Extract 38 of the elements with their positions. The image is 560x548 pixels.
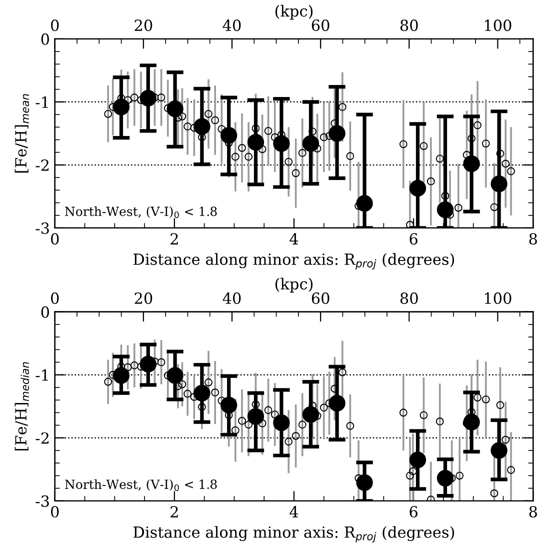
x2-axis-title: (kpc) bbox=[275, 4, 313, 20]
x2-tick-label: 80 bbox=[400, 20, 418, 32]
y-tick-label: -1 bbox=[36, 96, 48, 108]
x-tick-label: 0 bbox=[51, 233, 59, 245]
x2-tick-label: 60 bbox=[312, 20, 330, 32]
y-axis-title: [Fe/H]$_{median}$ bbox=[14, 362, 30, 450]
x-tick-label: 0 bbox=[51, 506, 59, 518]
x-tick-label: 8 bbox=[529, 233, 537, 245]
x2-tick-label: 80 bbox=[400, 292, 418, 304]
x2-tick-label: 0 bbox=[51, 20, 59, 32]
x2-tick-label: 20 bbox=[134, 20, 152, 32]
y-tick-label: -2 bbox=[36, 159, 49, 171]
x-axis-title: Distance along minor axis: R$_{proj}$ (degrees) bbox=[134, 253, 454, 270]
x2-tick-label: 100 bbox=[484, 20, 512, 32]
x-tick-label: 2 bbox=[170, 506, 178, 518]
y-tick-label: -2 bbox=[36, 432, 49, 444]
annotation: North-West, (V-I)$_{0}$ < 1.8 bbox=[65, 206, 217, 218]
y-axis-title: [Fe/H]$_{mean}$ bbox=[14, 94, 30, 173]
y-tick-label: 0 bbox=[41, 33, 50, 45]
x2-tick-label: 100 bbox=[484, 292, 512, 304]
y-tick-label: -1 bbox=[36, 369, 48, 381]
y-tick-label: -3 bbox=[36, 495, 49, 507]
x-tick-label: 4 bbox=[290, 233, 298, 244]
x-tick-label: 6 bbox=[410, 506, 418, 518]
x2-axis-title: (kpc) bbox=[275, 278, 313, 293]
x2-tick-label: 40 bbox=[222, 20, 241, 32]
x-tick-label: 6 bbox=[410, 233, 418, 245]
x-axis-title: Distance along minor axis: R$_{proj}$ (degrees) bbox=[134, 526, 454, 542]
x-tick-label: 4 bbox=[290, 506, 298, 518]
y-tick-label: -3 bbox=[36, 222, 49, 234]
x-tick-label: 8 bbox=[529, 506, 537, 518]
x2-tick-label: 60 bbox=[312, 292, 330, 304]
x2-tick-label: 20 bbox=[134, 292, 152, 304]
annotation: North-West, (V-I)$_{0}$ < 1.8 bbox=[65, 479, 217, 491]
x2-tick-label: 40 bbox=[222, 292, 241, 304]
x2-tick-label: 0 bbox=[51, 292, 59, 304]
x-tick-label: 2 bbox=[170, 233, 178, 244]
y-tick-label: 0 bbox=[41, 306, 50, 318]
